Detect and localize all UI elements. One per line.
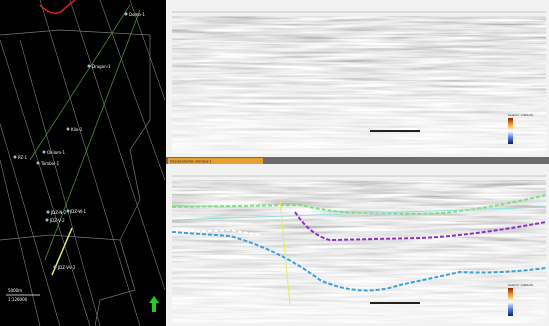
north-arrow — [149, 296, 159, 312]
section-bottom: Seismic (default) — [166, 164, 549, 326]
tab[interactable] — [168, 158, 263, 164]
tab-bar — [166, 157, 549, 164]
boundary — [39, 0, 76, 14]
scale-ratio: 1:126000 — [8, 297, 28, 302]
well-label: PZ-1 — [18, 155, 28, 160]
colorbar — [508, 288, 513, 316]
legend-title: Seismic (default) — [508, 113, 533, 117]
well-label: Domo-1 — [129, 12, 145, 17]
well-label: JDZ-V-2 — [49, 218, 65, 223]
map-panel: Domo-1 Dragon-1 Kilo-1 PZ-1 Okilom-1 Tam… — [0, 0, 166, 326]
fault-lines — [0, 0, 166, 326]
well-trajectory — [279, 199, 291, 306]
legend-title: Seismic (default) — [508, 283, 533, 287]
well-label: JDZ-W-1 — [69, 209, 86, 214]
section-scale — [370, 130, 420, 132]
scale-distance: 5000m — [8, 288, 22, 293]
section-top: Seismic (default) — [166, 0, 549, 157]
well-label: Tamboi-1 — [40, 161, 60, 166]
well-label: JDZ-VV-2 — [57, 265, 76, 270]
well-label: JDZ-N-2 — [50, 210, 67, 215]
horizons — [171, 194, 547, 292]
tab-title[interactable]: Interpretation window 1 — [170, 160, 212, 164]
section-lines — [29, 4, 141, 261]
map-bg — [0, 0, 166, 326]
colorbar — [508, 118, 513, 144]
well-label: Okilom-1 — [47, 150, 65, 155]
section-scale — [370, 302, 420, 304]
well-markers — [13, 12, 128, 269]
well-label: Kilo-1 — [71, 127, 83, 132]
well-label: Dragon-1 — [92, 64, 111, 69]
blocks — [0, 29, 151, 326]
